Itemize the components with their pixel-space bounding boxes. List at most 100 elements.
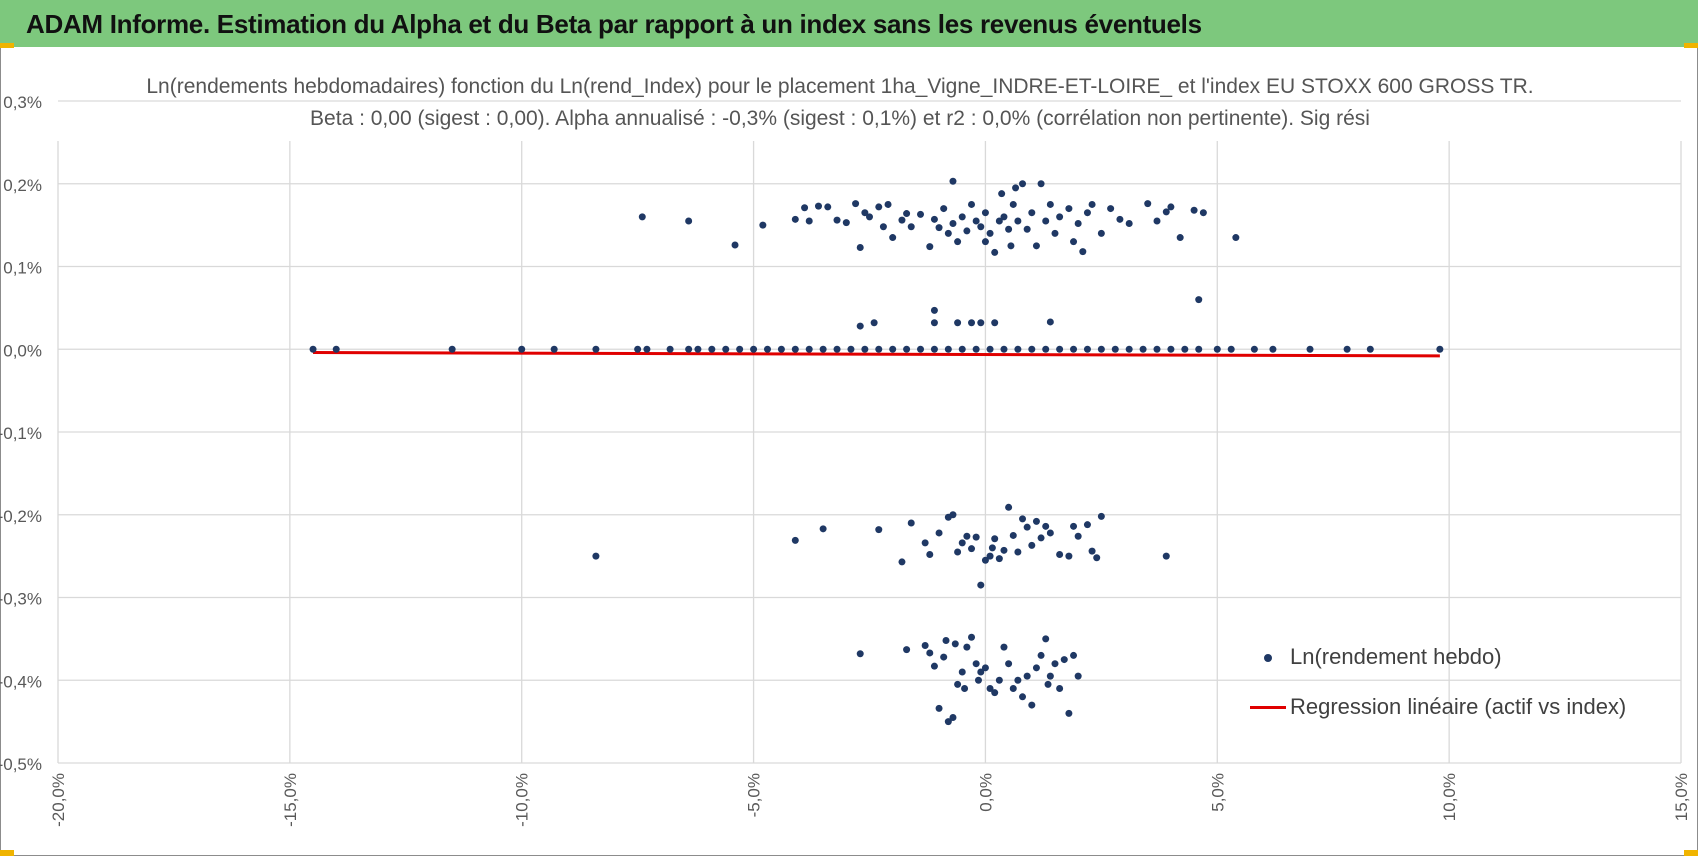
data-point	[736, 345, 744, 353]
data-point	[870, 319, 878, 327]
data-point	[884, 200, 892, 208]
data-point	[643, 345, 651, 353]
data-point	[592, 345, 600, 353]
data-point	[1065, 552, 1073, 560]
data-point	[995, 555, 1003, 563]
data-point	[1042, 345, 1050, 353]
data-point	[991, 689, 999, 697]
data-point	[1366, 345, 1374, 353]
legend-marker-regression	[1250, 706, 1286, 709]
data-point	[1227, 345, 1235, 353]
data-point	[1176, 234, 1184, 242]
data-point	[889, 345, 897, 353]
data-point	[1195, 345, 1203, 353]
data-point	[1005, 225, 1013, 233]
data-point	[1153, 217, 1161, 225]
legend-label-regression: Regression linéaire (actif vs index)	[1290, 694, 1627, 719]
data-point	[592, 552, 600, 560]
x-tick-label: -15,0%	[281, 773, 300, 827]
data-point	[944, 229, 952, 237]
data-point	[1051, 229, 1059, 237]
data-point	[1213, 345, 1221, 353]
data-point	[1042, 217, 1050, 225]
data-point	[1097, 345, 1105, 353]
data-point	[1028, 345, 1036, 353]
corner-accent-bottom-right	[1684, 850, 1698, 856]
data-point	[1436, 345, 1444, 353]
data-point	[1074, 532, 1082, 540]
data-point	[856, 243, 864, 251]
data-point	[1056, 345, 1064, 353]
data-point	[1167, 345, 1175, 353]
data-point	[1042, 635, 1050, 643]
data-point	[958, 539, 966, 547]
data-point	[518, 345, 526, 353]
data-point	[875, 203, 883, 211]
data-point	[958, 345, 966, 353]
data-point	[1083, 209, 1091, 217]
data-point	[986, 685, 994, 693]
y-tick-label: 0,3%	[3, 93, 42, 112]
data-point	[1000, 345, 1008, 353]
data-point	[1056, 213, 1064, 221]
data-point	[1023, 672, 1031, 680]
data-point	[930, 306, 938, 314]
data-point	[968, 545, 976, 553]
data-point	[926, 243, 934, 251]
data-point	[1009, 200, 1017, 208]
data-point	[861, 345, 869, 353]
data-point	[805, 217, 813, 225]
x-tick-label: -10,0%	[513, 773, 532, 827]
data-point	[1046, 529, 1054, 537]
corner-accent-top-right	[1684, 43, 1698, 48]
data-point	[1343, 345, 1351, 353]
data-point	[861, 209, 869, 217]
y-tick-label: -0,5%	[0, 755, 42, 774]
data-point	[1079, 248, 1087, 256]
chart-title: Ln(rendements hebdomadaires) fonction du…	[140, 75, 1540, 99]
points-layer	[309, 177, 1444, 726]
data-point	[879, 223, 887, 231]
data-point	[1032, 517, 1040, 525]
data-point	[963, 643, 971, 651]
data-point	[949, 511, 957, 519]
data-point	[986, 229, 994, 237]
data-point	[995, 217, 1003, 225]
data-point	[926, 550, 934, 558]
data-point	[991, 248, 999, 256]
data-point	[722, 345, 730, 353]
data-point	[917, 345, 925, 353]
data-point	[1070, 238, 1078, 246]
data-point	[1065, 205, 1073, 213]
data-point	[842, 219, 850, 227]
regression-line	[313, 351, 1440, 358]
data-point	[954, 680, 962, 688]
data-point	[998, 190, 1006, 198]
data-point	[926, 649, 934, 657]
data-point	[866, 213, 873, 221]
data-point	[1139, 345, 1147, 353]
x-tick-label: 0,0%	[976, 773, 995, 812]
y-tick-label: 0,2%	[3, 176, 42, 195]
x-tick-label: -5,0%	[745, 773, 764, 817]
y-tick-label: 0,0%	[3, 341, 42, 360]
data-point	[1028, 701, 1036, 709]
y-tick-label: -0,3%	[0, 590, 42, 609]
data-point	[930, 215, 938, 223]
data-point	[935, 224, 943, 232]
data-point	[1014, 345, 1022, 353]
data-point	[1107, 205, 1115, 213]
data-point	[1000, 546, 1008, 554]
x-tick-label: 10,0%	[1440, 773, 1459, 821]
data-point	[1046, 318, 1054, 326]
data-point	[1167, 203, 1175, 211]
data-point	[1014, 548, 1022, 556]
data-point	[961, 685, 969, 693]
data-point	[1065, 709, 1073, 717]
grid-layer	[57, 100, 1682, 764]
data-point	[1037, 651, 1045, 659]
data-point	[944, 345, 952, 353]
data-point	[1056, 685, 1064, 693]
data-point	[694, 345, 702, 353]
